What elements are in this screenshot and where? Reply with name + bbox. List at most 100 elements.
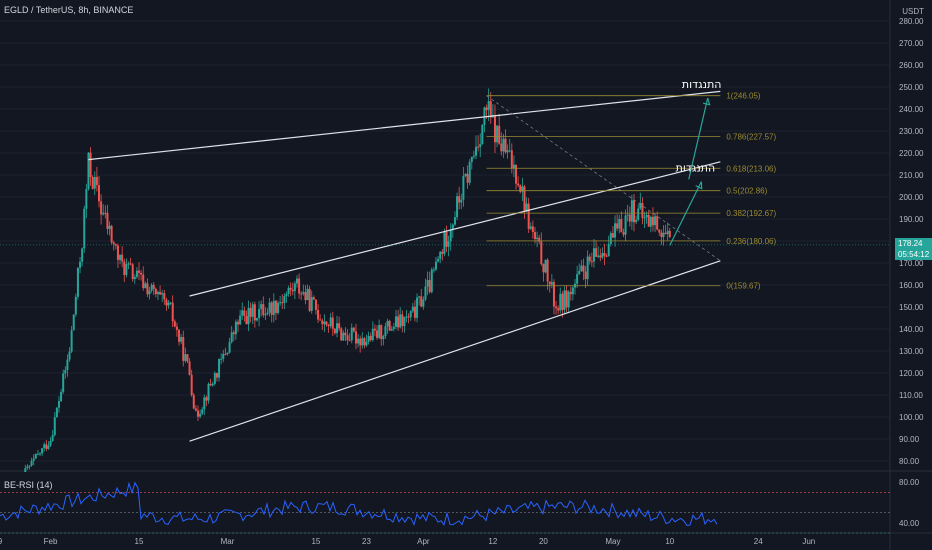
candle-body [188,361,191,375]
candle-body [424,286,427,300]
candle-body [95,176,98,186]
candle-body [506,150,509,153]
candle-body [647,214,650,227]
candle-body [363,338,366,346]
candle-body [167,302,170,306]
candle-body [504,138,507,153]
candle-body [133,276,136,280]
candle-body [331,317,334,329]
candle-body [462,175,465,200]
candle-body [544,259,547,273]
candle-body [559,293,562,311]
candle-body [443,231,446,254]
candle-body [382,336,385,340]
candle-body [525,203,528,212]
candle-body [39,453,42,455]
projection-arrow [688,97,709,180]
candle-body [336,323,339,334]
candle-body [658,229,661,233]
candle-body [361,338,364,346]
candle-body [584,271,587,280]
candle-body [632,200,635,223]
candle-body [36,453,39,455]
candle-body [306,288,309,301]
candle-body [116,245,119,260]
candle-body [536,237,539,240]
candle-body [68,351,71,360]
resistance-label: התנגדות [676,162,716,175]
candle-body [213,373,216,384]
candle-body [481,125,484,144]
candle-body [220,358,223,360]
candle-body [281,302,284,304]
price-tick-label: 100.00 [899,413,924,422]
price-tick-label: 120.00 [899,369,924,378]
price-tick-label: 160.00 [899,281,924,290]
candle-body [654,216,657,226]
candle-body [432,269,435,271]
candle-body [639,202,642,209]
candle-body [352,327,355,332]
candle-body [289,287,292,290]
candle-body [255,318,258,321]
candle-body [466,173,469,183]
price-tick-label: 280.00 [899,17,924,26]
candle-body [186,354,189,362]
candle-body [618,219,621,229]
candle-body [512,164,515,169]
candle-body [590,261,593,263]
rsi-tick-label: 80.00 [899,478,920,487]
candle-body [561,293,564,310]
candle-body [74,296,77,315]
candle-body [350,327,353,341]
candle-body [108,225,111,229]
candle-body [472,155,475,157]
candle-body [279,302,282,304]
candle-body [218,359,221,378]
candle-body [146,283,149,295]
candle-body [601,253,604,258]
candle-body [253,304,256,321]
candle-body [426,279,429,287]
candle-body [310,297,313,311]
candle-body [121,254,124,262]
candle-body [445,231,448,247]
candle-body [380,325,383,340]
candle-body [555,306,558,309]
candle-body [449,229,452,242]
candle-body [628,214,631,222]
candle-body [106,212,109,229]
candle-body [475,146,478,156]
candle-body [630,200,633,222]
candle-body [603,253,606,256]
candle-body [247,307,250,325]
candle-body [165,299,168,306]
channel-middle-line [189,161,721,297]
fib-level-label: 1(246.05) [726,92,761,101]
candle-body [274,300,277,313]
candle-body [222,353,225,359]
candle-body [41,448,44,454]
candle-body [43,444,46,449]
price-tick-label: 270.00 [899,39,924,48]
candle-body [262,304,265,316]
candle-body [394,316,397,327]
candle-body [405,316,408,318]
candle-body [428,279,431,293]
candle-body [487,101,490,111]
candle-body [102,212,105,215]
candle-body [464,173,467,176]
candle-body [586,256,589,280]
candle-body [243,310,246,316]
candle-body [125,263,128,276]
candle-body [201,409,204,414]
candle-body [660,232,663,237]
candle-body [300,293,303,295]
candle-body [397,316,400,328]
candle-body [287,287,290,294]
candle-body [173,321,176,327]
candle-body [371,328,374,341]
candle-body [89,152,92,178]
fib-level-label: 0.786(227.57) [726,132,776,141]
